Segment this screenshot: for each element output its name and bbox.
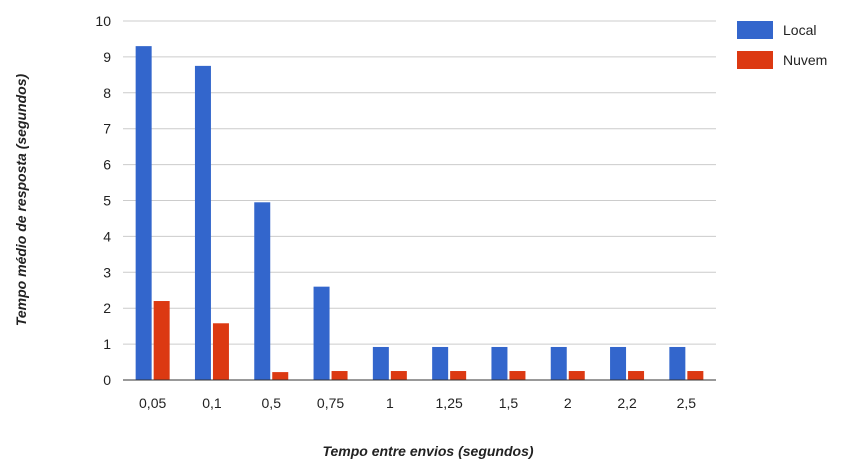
bar-local bbox=[194, 65, 211, 380]
bar-nuvem bbox=[450, 371, 467, 380]
legend: Local Nuvem bbox=[737, 21, 827, 69]
legend-swatch bbox=[737, 51, 773, 69]
x-tick-label: 0,05 bbox=[139, 395, 166, 411]
bar-nuvem bbox=[509, 371, 526, 380]
y-tick-label: 6 bbox=[103, 157, 111, 173]
bar-local bbox=[669, 346, 686, 380]
legend-label: Local bbox=[783, 22, 816, 38]
y-tick-label: 0 bbox=[103, 372, 111, 388]
bar-local bbox=[550, 346, 567, 380]
x-tick-label: 1,25 bbox=[436, 395, 463, 411]
y-tick-label: 3 bbox=[103, 264, 111, 280]
bar-nuvem bbox=[628, 371, 645, 380]
y-tick-label: 4 bbox=[103, 228, 111, 244]
bar-nuvem bbox=[272, 372, 289, 380]
bar-local bbox=[491, 346, 508, 380]
y-tick-label: 5 bbox=[103, 193, 111, 209]
y-tick-label: 7 bbox=[103, 121, 111, 137]
x-tick-label: 2,5 bbox=[677, 395, 697, 411]
y-tick-label: 1 bbox=[103, 336, 111, 352]
bar-local bbox=[432, 346, 449, 380]
y-tick-label: 9 bbox=[103, 49, 111, 65]
x-tick-label: 0,1 bbox=[202, 395, 222, 411]
bar-nuvem bbox=[331, 371, 348, 380]
x-tick-label: 0,5 bbox=[262, 395, 282, 411]
x-tick-label: 0,75 bbox=[317, 395, 344, 411]
bar-nuvem bbox=[568, 371, 585, 380]
bar-local bbox=[372, 346, 389, 380]
x-axis-ticks: 0,05 0,1 0,5 0,75 1 1,25 1,5 2 2,2 2,5 bbox=[139, 395, 696, 411]
legend-swatch bbox=[737, 21, 773, 39]
x-tick-label: 1,5 bbox=[499, 395, 519, 411]
bars bbox=[135, 46, 704, 380]
y-axis-ticks: 0 1 2 3 4 5 6 7 8 9 10 bbox=[95, 13, 111, 388]
bar-local bbox=[313, 286, 330, 380]
bar-local bbox=[610, 346, 627, 380]
bar-local bbox=[254, 202, 271, 380]
bar-nuvem bbox=[153, 301, 170, 380]
x-axis-title: Tempo entre envios (segundos) bbox=[322, 443, 533, 459]
bar-nuvem bbox=[212, 323, 229, 380]
gridlines bbox=[123, 20, 716, 345]
y-tick-label: 8 bbox=[103, 85, 111, 101]
y-axis-title: Tempo médio de resposta (segundos) bbox=[13, 74, 29, 327]
legend-label: Nuvem bbox=[783, 52, 827, 68]
x-tick-label: 2,2 bbox=[617, 395, 637, 411]
x-tick-label: 2 bbox=[564, 395, 572, 411]
bar-nuvem bbox=[390, 371, 407, 380]
y-tick-label: 10 bbox=[95, 13, 111, 29]
x-tick-label: 1 bbox=[386, 395, 394, 411]
y-tick-label: 2 bbox=[103, 300, 111, 316]
bar-nuvem bbox=[687, 371, 704, 380]
bar-local bbox=[135, 46, 152, 380]
